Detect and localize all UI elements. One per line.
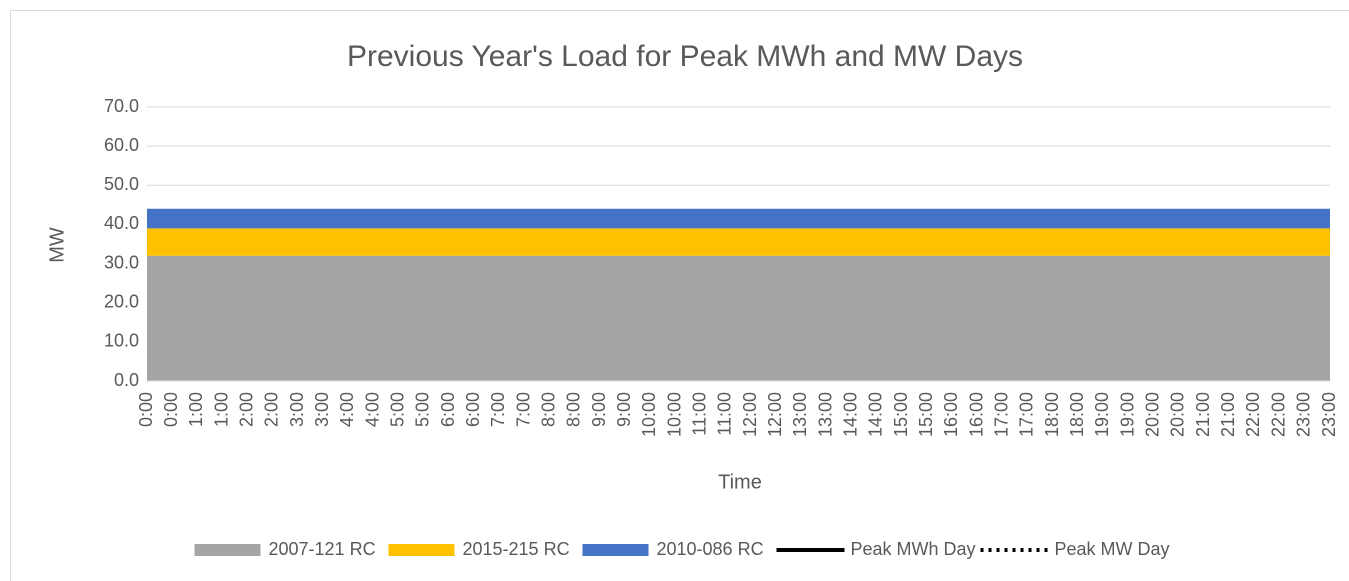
x-tick-label: 17:00 <box>1017 392 1037 437</box>
y-tick-label: 50.0 <box>104 174 139 194</box>
x-tick-label: 19:00 <box>1092 392 1112 437</box>
x-tick-label: 21:00 <box>1218 392 1238 437</box>
y-tick-label: 20.0 <box>104 291 139 311</box>
x-tick-label: 11:00 <box>715 392 735 436</box>
legend-label: Peak MW Day <box>1055 539 1170 559</box>
x-tick-label: 20:00 <box>1143 392 1163 437</box>
legend-label: 2007-121 RC <box>269 539 376 559</box>
x-tick-label: 4:00 <box>362 392 382 427</box>
x-tick-label: 16:00 <box>966 392 986 437</box>
x-tick-label: 5:00 <box>387 392 407 427</box>
x-tick-label: 3:00 <box>312 392 332 427</box>
legend-swatch <box>194 544 261 556</box>
x-tick-label: 22:00 <box>1268 392 1288 437</box>
area <box>147 255 1330 381</box>
x-tick-label: 13:00 <box>790 392 810 437</box>
x-tick-label: 1:00 <box>186 392 206 427</box>
x-tick-label: 9:00 <box>589 392 609 427</box>
x-tick-label: 7:00 <box>488 392 508 427</box>
x-tick-label: 1:00 <box>211 392 231 427</box>
x-tick-label: 3:00 <box>287 392 307 427</box>
x-tick-label: 4:00 <box>337 392 357 427</box>
y-tick-label: 60.0 <box>104 135 139 155</box>
y-tick-label: 0.0 <box>114 370 139 390</box>
x-tick-label: 8:00 <box>538 392 558 427</box>
chart-title: Previous Year's Load for Peak MWh and MW… <box>347 40 1023 73</box>
x-tick-label: 23:00 <box>1319 392 1339 437</box>
x-tick-label: 15:00 <box>891 392 911 437</box>
x-tick-label: 12:00 <box>765 392 785 437</box>
y-tick-label: 70.0 <box>104 96 139 116</box>
x-tick-label: 23:00 <box>1294 392 1314 437</box>
y-axis-label: MW <box>46 227 68 263</box>
y-tick-label: 10.0 <box>104 331 139 351</box>
x-tick-label: 19:00 <box>1117 392 1137 437</box>
area <box>147 208 1330 229</box>
x-tick-label: 5:00 <box>413 392 433 427</box>
x-tick-label: 20:00 <box>1168 392 1188 437</box>
area <box>147 228 1330 256</box>
legend-swatch <box>582 544 649 556</box>
legend-label: 2015-215 RC <box>463 539 570 559</box>
x-axis-label: Time <box>718 471 762 493</box>
x-tick-label: 6:00 <box>463 392 483 427</box>
x-tick-label: 21:00 <box>1193 392 1213 437</box>
x-tick-label: 14:00 <box>841 392 861 437</box>
x-tick-label: 18:00 <box>1067 392 1087 437</box>
legend-label: Peak MWh Day <box>851 539 976 559</box>
x-tick-label: 18:00 <box>1042 392 1062 437</box>
x-tick-label: 2:00 <box>236 392 256 427</box>
x-tick-label: 22:00 <box>1243 392 1263 437</box>
x-tick-label: 11:00 <box>689 392 709 436</box>
x-tick-label: 14:00 <box>866 392 886 437</box>
x-tick-label: 10:00 <box>664 392 684 437</box>
x-tick-label: 15:00 <box>916 392 936 437</box>
legend-label: 2010-086 RC <box>657 539 764 559</box>
x-tick-label: 2:00 <box>262 392 282 427</box>
x-tick-label: 13:00 <box>815 392 835 437</box>
legend-swatch <box>388 544 455 556</box>
x-tick-label: 17:00 <box>992 392 1012 437</box>
x-tick-label: 7:00 <box>513 392 533 427</box>
x-tick-label: 8:00 <box>564 392 584 427</box>
x-tick-label: 16:00 <box>941 392 961 437</box>
x-tick-label: 0:00 <box>161 392 181 427</box>
x-tick-label: 0:00 <box>136 392 156 427</box>
y-tick-label: 40.0 <box>104 213 139 233</box>
y-tick-label: 30.0 <box>104 252 139 272</box>
x-tick-label: 6:00 <box>438 392 458 427</box>
x-tick-label: 10:00 <box>639 392 659 437</box>
x-tick-label: 9:00 <box>614 392 634 427</box>
x-tick-label: 12:00 <box>740 392 760 437</box>
